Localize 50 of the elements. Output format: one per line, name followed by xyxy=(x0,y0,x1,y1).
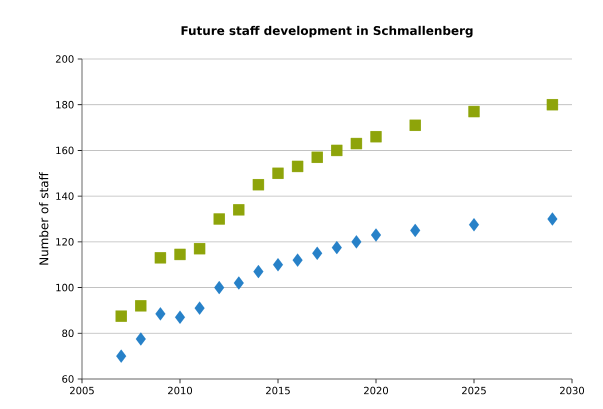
point xyxy=(174,248,186,260)
point xyxy=(370,131,382,142)
point xyxy=(410,120,421,131)
chart-title: Future staff development in Schmallenberg xyxy=(182,26,473,38)
point xyxy=(214,213,225,225)
point xyxy=(253,264,264,278)
point xyxy=(272,258,284,272)
point xyxy=(136,332,146,346)
x-tick-label: 2010 xyxy=(168,386,192,394)
point xyxy=(233,204,244,216)
point xyxy=(116,349,126,363)
point xyxy=(312,152,323,163)
point xyxy=(174,310,186,324)
point xyxy=(292,253,303,267)
x-tick-label: 2005 xyxy=(70,386,94,394)
y-tick-label: 80 xyxy=(62,330,74,338)
point xyxy=(234,276,244,290)
point xyxy=(194,243,206,254)
y-tick-label: 120 xyxy=(56,238,74,246)
point xyxy=(351,235,362,249)
point xyxy=(312,246,322,260)
y-axis-title: Number of staff xyxy=(39,172,48,265)
point xyxy=(468,106,480,118)
point xyxy=(350,138,362,150)
y-tick-label: 200 xyxy=(56,55,74,63)
point xyxy=(155,307,166,321)
y-tick-label: 140 xyxy=(56,192,74,200)
point xyxy=(547,212,558,226)
x-tick-label: 2020 xyxy=(364,386,388,394)
point xyxy=(194,301,205,315)
y-tick-label: 180 xyxy=(56,100,74,108)
y-tick-label: 60 xyxy=(62,375,74,383)
y-tick-label: 100 xyxy=(56,284,74,292)
point xyxy=(410,224,420,238)
point xyxy=(116,310,127,322)
point xyxy=(370,228,382,242)
point xyxy=(154,252,166,264)
point xyxy=(292,160,304,172)
x-tick-label: 2025 xyxy=(462,386,486,394)
point xyxy=(331,144,343,156)
x-tick-label: 2030 xyxy=(560,386,584,394)
point xyxy=(214,280,224,294)
point xyxy=(252,179,264,190)
y-tick-label: 160 xyxy=(56,146,74,154)
point xyxy=(272,168,284,179)
point xyxy=(135,300,146,312)
x-tick-label: 2015 xyxy=(266,386,290,394)
point xyxy=(332,240,342,254)
point xyxy=(468,218,480,232)
point xyxy=(546,99,558,110)
